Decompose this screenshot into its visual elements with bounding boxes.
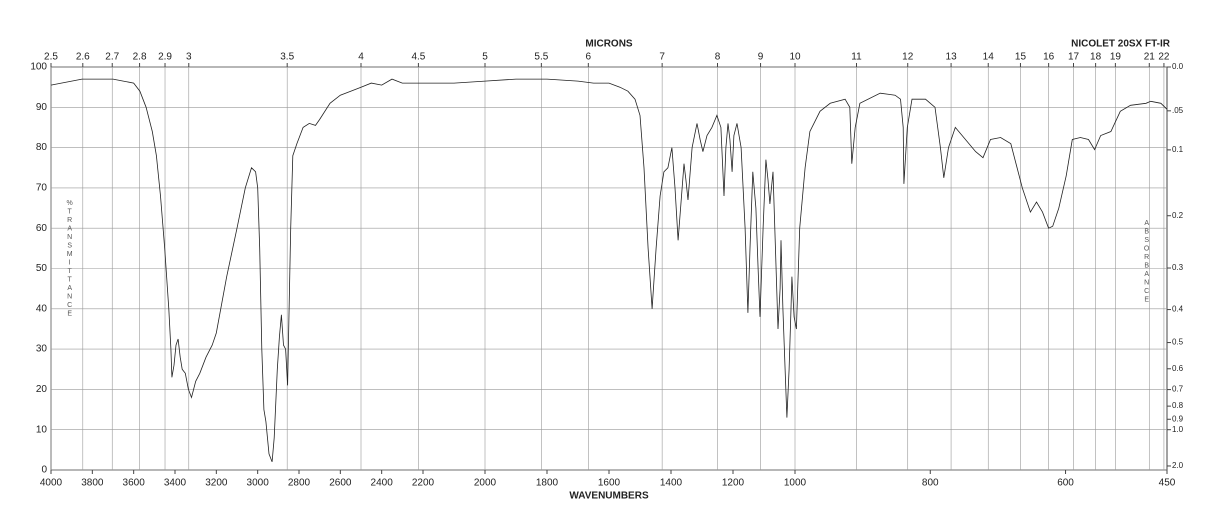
top-tick-label: 6 <box>586 52 592 63</box>
x-tick-label: 3800 <box>81 478 104 489</box>
y-tick-label: 60 <box>36 223 48 234</box>
top-tick-label: 19 <box>1110 52 1122 63</box>
y-tick-label: 0 <box>41 465 47 476</box>
top-tick-label: 4.5 <box>411 52 425 63</box>
y-tick-label: 10 <box>36 424 48 435</box>
y2-tick-label: 0.7 <box>1172 385 1184 394</box>
y-tick-label: 20 <box>36 384 48 395</box>
y2-tick-label: 0.1 <box>1172 145 1184 154</box>
x-tick-label: 450 <box>1159 478 1176 489</box>
x-tick-label: 3400 <box>164 478 187 489</box>
y-tick-label: 100 <box>30 62 47 73</box>
top-tick-label: 3 <box>186 52 192 63</box>
x-tick-label: 1600 <box>598 478 621 489</box>
instrument-label: NICOLET 20SX FT-IR <box>1071 39 1171 50</box>
x-tick-label: 3200 <box>205 478 228 489</box>
top-tick-label: 21 <box>1144 52 1156 63</box>
x-tick-label: 2600 <box>329 478 352 489</box>
top-tick-label: 11 <box>851 52 862 63</box>
x-tick-label: 2800 <box>288 478 311 489</box>
x-tick-label: 1000 <box>784 478 807 489</box>
top-tick-label: 17 <box>1068 52 1080 63</box>
top-tick-label: 13 <box>946 52 958 63</box>
spectrum-line <box>50 78 1168 463</box>
y2-tick-label: 0.2 <box>1172 211 1184 220</box>
top-tick-label: 14 <box>983 52 995 63</box>
x-tick-label: 4000 <box>40 478 63 489</box>
top-tick-label: 2.6 <box>76 52 90 63</box>
y2-tick-label: 1.0 <box>1172 425 1184 434</box>
y2-tick-label: 0.9 <box>1172 414 1184 423</box>
top-tick-label: 10 <box>789 52 801 63</box>
y-tick-label: 80 <box>36 142 48 153</box>
top-tick-label: 22 <box>1158 52 1170 63</box>
top-tick-label: 7 <box>659 52 665 63</box>
x-tick-label: 3000 <box>247 478 270 489</box>
top-tick-label: 5.5 <box>534 52 548 63</box>
y-tick-label: 30 <box>36 344 48 355</box>
top-tick-label: 2.5 <box>44 52 58 63</box>
top-tick-label: 2.7 <box>105 52 119 63</box>
x-tick-label: 800 <box>922 478 939 489</box>
y2-axis-label: ABSORBANCE <box>1143 220 1150 305</box>
x-tick-label: 1800 <box>536 478 559 489</box>
top-tick-label: 5 <box>482 52 488 63</box>
x-tick-label: 2200 <box>412 478 435 489</box>
y2-tick-label: 2.0 <box>1172 461 1184 470</box>
x-tick-label: 1400 <box>660 478 683 489</box>
x-tick-label: 3600 <box>123 478 146 489</box>
y2-tick-label: .05 <box>1172 106 1184 115</box>
top-tick-label: 18 <box>1090 52 1102 63</box>
top-tick-label: 12 <box>902 52 914 63</box>
y2-tick-label: 0.5 <box>1172 338 1184 347</box>
y-axis-label: %TRANSMITTANCE <box>66 200 73 319</box>
x-tick-label: 600 <box>1057 478 1074 489</box>
x-axis-label: WAVENUMBERS <box>569 491 649 502</box>
y-tick-label: 50 <box>36 263 48 274</box>
y2-tick-label: 0.4 <box>1172 305 1184 314</box>
x-tick-label: 2000 <box>474 478 497 489</box>
x-tick-label: 2400 <box>371 478 394 489</box>
y-tick-label: 40 <box>36 303 48 314</box>
y2-tick-label: 0.3 <box>1172 263 1184 272</box>
top-tick-label: 3.5 <box>280 52 294 63</box>
top-tick-label: 9 <box>758 52 764 63</box>
y-tick-label: 70 <box>36 183 48 194</box>
x-tick-label: 1200 <box>722 478 745 489</box>
y2-tick-label: 0.6 <box>1172 364 1184 373</box>
top-tick-label: 16 <box>1043 52 1055 63</box>
top-tick-label: 15 <box>1015 52 1027 63</box>
top-tick-label: 8 <box>715 52 721 63</box>
top-tick-label: 2.9 <box>158 52 172 63</box>
top-tick-label: 4 <box>358 52 364 63</box>
y2-tick-label: 0.8 <box>1172 401 1184 410</box>
y-tick-label: 90 <box>36 102 48 113</box>
y2-tick-label: 0.0 <box>1172 62 1184 71</box>
top-axis-label: MICRONS <box>585 39 633 50</box>
top-tick-label: 2.8 <box>133 52 147 63</box>
